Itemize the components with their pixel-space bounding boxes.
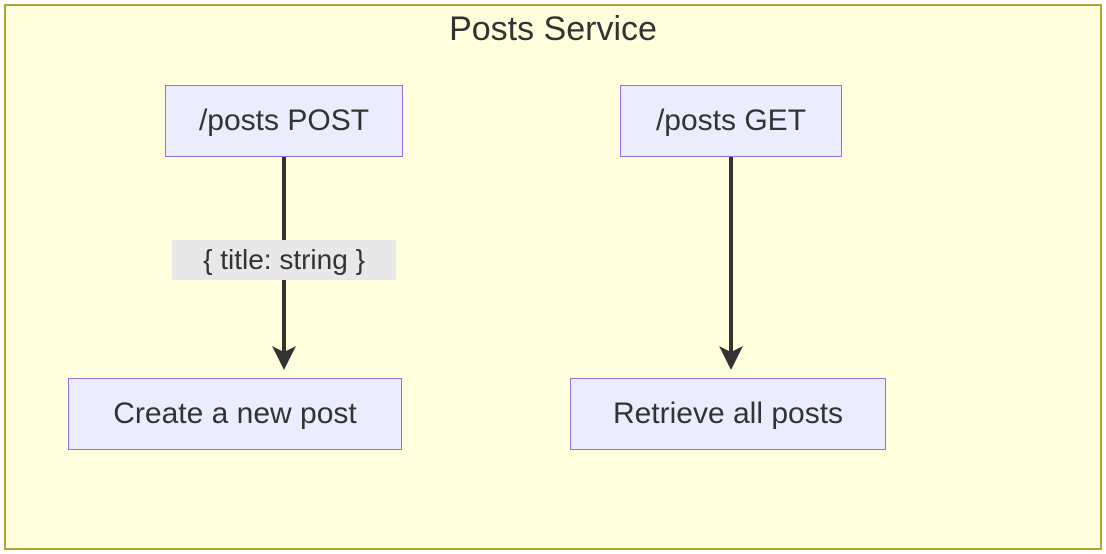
service-title: Posts Service bbox=[0, 10, 1106, 49]
node-retrieve-all: Retrieve all posts bbox=[570, 378, 886, 450]
node-posts-get: /posts GET bbox=[620, 85, 842, 157]
edge-label-posts-post: { title: string } bbox=[172, 240, 396, 280]
node-posts-post: /posts POST bbox=[165, 85, 403, 157]
node-create-post: Create a new post bbox=[68, 378, 402, 450]
diagram-canvas: Posts Service /posts POST/posts GET Creat… bbox=[0, 0, 1106, 554]
